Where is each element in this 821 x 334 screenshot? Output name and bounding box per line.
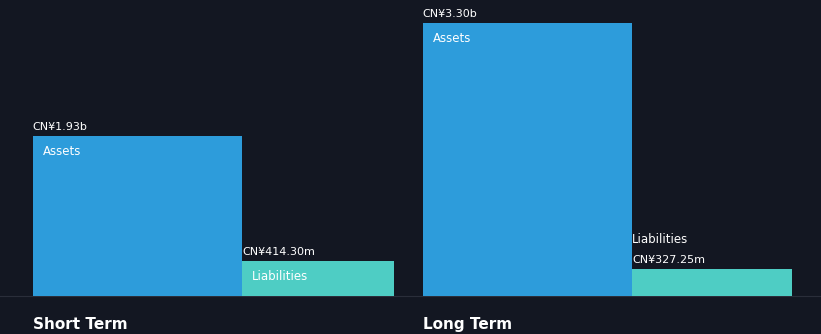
Bar (33, 136, 242, 296)
Text: Liabilities: Liabilities (632, 233, 689, 246)
Text: Short Term: Short Term (33, 317, 127, 332)
Text: CN¥414.30m: CN¥414.30m (242, 247, 315, 258)
Text: Assets: Assets (433, 32, 471, 45)
Bar (632, 269, 792, 296)
Text: CN¥1.93b: CN¥1.93b (33, 122, 88, 132)
Text: Long Term: Long Term (423, 317, 512, 332)
Text: CN¥3.30b: CN¥3.30b (423, 9, 478, 19)
Text: CN¥327.25m: CN¥327.25m (632, 255, 705, 265)
Bar (242, 262, 394, 296)
Text: Liabilities: Liabilities (252, 270, 309, 283)
Bar (423, 23, 632, 296)
Text: Assets: Assets (43, 145, 81, 158)
